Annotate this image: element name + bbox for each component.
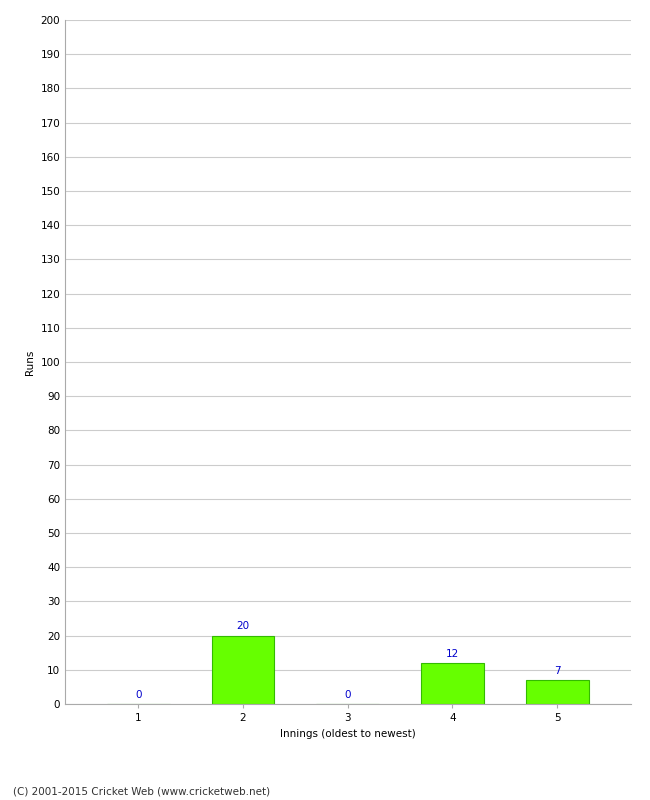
Bar — [421, 663, 484, 704]
Text: 0: 0 — [135, 690, 142, 700]
Text: 7: 7 — [554, 666, 560, 676]
Text: 12: 12 — [446, 649, 459, 658]
Text: (C) 2001-2015 Cricket Web (www.cricketweb.net): (C) 2001-2015 Cricket Web (www.cricketwe… — [13, 786, 270, 796]
Text: 20: 20 — [237, 622, 250, 631]
Bar — [212, 635, 274, 704]
X-axis label: Innings (oldest to newest): Innings (oldest to newest) — [280, 729, 415, 738]
Y-axis label: Runs: Runs — [25, 350, 35, 374]
Bar — [526, 680, 589, 704]
Text: 0: 0 — [344, 690, 351, 700]
